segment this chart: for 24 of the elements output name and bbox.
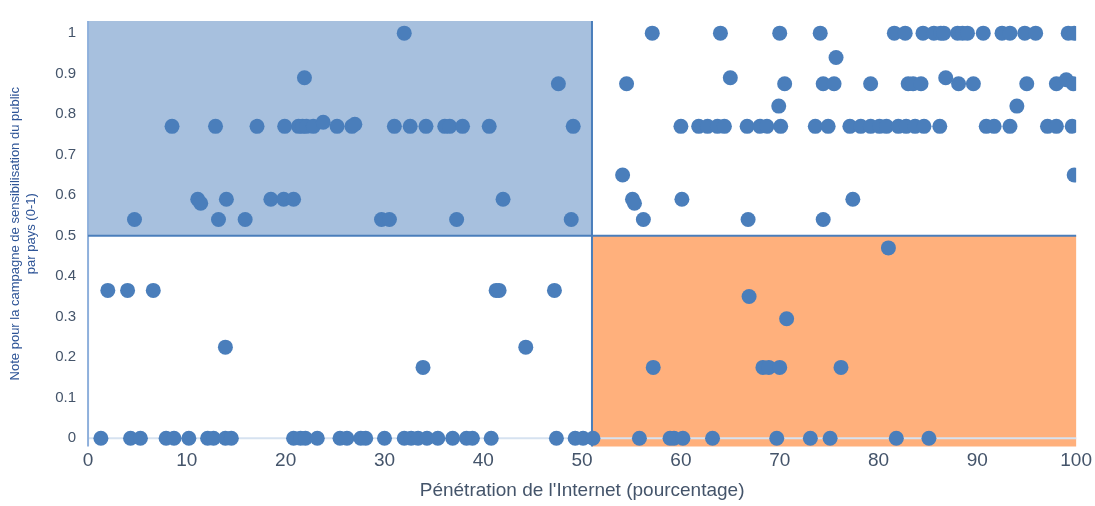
y-axis-title: Note pour la campagne de sensibilisation du public par pays (0-1) xyxy=(7,86,38,381)
x-tick-label: 40 xyxy=(472,449,494,471)
x-tick-label: 10 xyxy=(176,449,198,471)
y-tick-label: 0.3 xyxy=(55,306,77,324)
x-tick-label: 0 xyxy=(82,449,94,471)
x-tick-label: 50 xyxy=(571,449,593,471)
x-tick-label: 60 xyxy=(670,449,692,471)
x-tick-label: 100 xyxy=(1060,449,1092,471)
x-tick-label: 30 xyxy=(373,449,396,471)
y-tick-label: 0.1 xyxy=(55,387,77,405)
y-tick-label: 0.8 xyxy=(55,104,77,122)
y-tick-label: 0.4 xyxy=(55,266,77,284)
x-axis-title: Pénétration de l'Internet (pourcentage) xyxy=(419,478,745,500)
x-tick-label: 80 xyxy=(867,449,890,471)
y-tick-label: 1 xyxy=(67,23,77,41)
y-tick-label: 0.2 xyxy=(55,347,77,365)
y-tick-label: 0.6 xyxy=(55,185,77,203)
y-tick-label: 0.5 xyxy=(55,225,77,243)
x-tick-label: 20 xyxy=(275,449,297,471)
x-tick-label: 90 xyxy=(966,449,988,471)
y-tick-label: 0 xyxy=(67,428,77,446)
y-tick-label: 0.9 xyxy=(55,63,77,81)
y-tick-label: 0.7 xyxy=(55,144,77,162)
x-tick-label: 70 xyxy=(769,449,791,471)
